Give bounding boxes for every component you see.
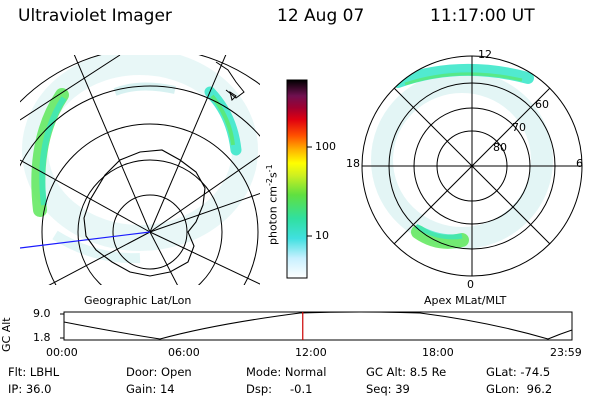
xtick-0000: 00:00	[46, 346, 78, 359]
geo-panel-label: Geographic Lat/Lon	[84, 294, 192, 307]
colorbar-unit-label: photon cm-2s-1	[265, 164, 280, 245]
mlt-label-0: 0	[467, 278, 474, 291]
date-label: 12 Aug 07	[277, 6, 365, 26]
time-label: 11:17:00 UT	[430, 6, 535, 26]
xtick-1200: 12:00	[295, 346, 327, 359]
gain-label: Gain: 14	[126, 382, 175, 396]
glon-label: GLon: 96.2	[486, 382, 553, 396]
xtick-2359: 23:59	[550, 346, 582, 359]
altitude-ylabel: GC Alt	[0, 317, 13, 352]
mlat-label-80: 80	[493, 141, 507, 154]
instrument-title: Ultraviolet Imager	[18, 6, 172, 26]
dsp-label: Dsp:	[246, 382, 273, 396]
coastline	[83, 149, 206, 277]
colorbar	[286, 79, 308, 279]
altitude-ytick-1.8: 1.8	[33, 331, 51, 344]
mlt-label-18: 18	[346, 157, 360, 170]
geographic-map	[20, 55, 260, 285]
mode-label: Mode: Normal	[246, 365, 327, 379]
door-label: Door: Open	[126, 365, 192, 379]
glat-label: GLat: -74.5	[486, 365, 551, 379]
apex-panel-label: Apex MLat/MLT	[424, 294, 507, 307]
xtick-0600: 06:00	[168, 346, 200, 359]
mlat-label-60: 60	[535, 98, 549, 111]
colorbar-tick-10: 10	[315, 229, 329, 242]
mlt-label-6: 6	[576, 157, 583, 170]
longitude-highlight-line	[20, 231, 151, 249]
ip-label: IP: 36.0	[8, 382, 52, 396]
altitude-ytick-9: 9.0	[33, 307, 51, 320]
gc-alt-label: GC Alt: 8.5 Re	[366, 365, 447, 379]
mlt-label-12: 12	[478, 48, 492, 61]
seq-label: Seq: 39	[366, 382, 410, 396]
apex-map	[371, 63, 553, 249]
dsp-value: -0.1	[290, 382, 313, 396]
filter-label: Flt: LBHL	[8, 365, 60, 379]
mlat-label-70: 70	[512, 121, 526, 134]
colorbar-tick-100: 100	[315, 140, 336, 153]
xtick-1800: 18:00	[422, 346, 454, 359]
altitude-curve	[63, 311, 573, 340]
